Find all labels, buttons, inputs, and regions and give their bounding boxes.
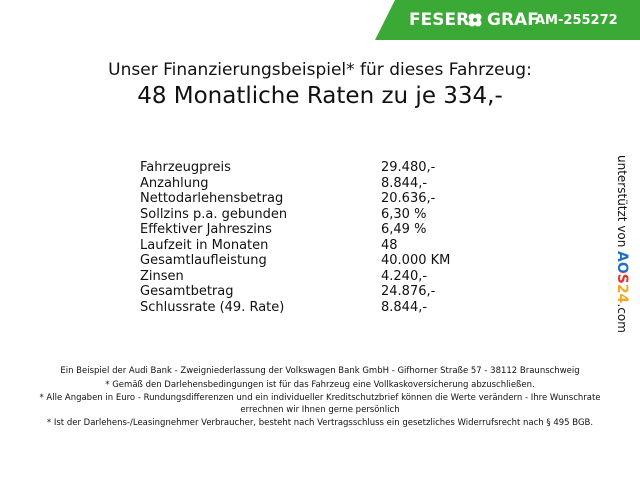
table-row: Laufzeit in Monaten 48 <box>140 238 480 254</box>
row-label: Anzahlung <box>140 175 209 191</box>
table-row: Fahrzeugpreis 29.480,- <box>140 160 480 176</box>
sponsor-suffix: .com <box>615 303 629 333</box>
heading-rate: 48 Monatliche Raten zu je 334,- <box>137 83 503 109</box>
row-label: Schlussrate (49. Rate) <box>140 299 285 315</box>
footer-note: * Gemäß den Darlehensbedingungen ist für… <box>105 379 535 390</box>
table-row: Anzahlung 8.844,- <box>140 176 480 192</box>
row-value: 20.636,- <box>381 191 436 206</box>
row-label: Fahrzeugpreis <box>140 160 231 175</box>
table-row: Zinsen 4.240,- <box>140 269 480 285</box>
row-value: 8.844,- <box>381 175 428 191</box>
row-label: Nettodarlehensbetrag <box>140 191 284 206</box>
row-value: 29.480,- <box>381 160 436 175</box>
row-label: Sollzins p.a. gebunden <box>140 206 288 222</box>
row-label: Gesamtbetrag <box>140 284 234 299</box>
row-label: Gesamtlaufleistung <box>140 253 267 268</box>
row-label: Laufzeit in Monaten <box>140 237 269 253</box>
table-row: Effektiver Jahreszins 6,49 % <box>140 222 480 238</box>
table-row: Gesamtlaufleistung 40.000 KM <box>140 253 480 269</box>
table-row: Schlussrate (49. Rate) 8.844,- <box>140 300 480 316</box>
brand-left: FESER <box>409 10 470 30</box>
row-label: Effektiver Jahreszins <box>140 222 272 237</box>
footer: Ein Beispiel der Audi Bank - Zweignieder… <box>30 366 610 432</box>
brand-banner: FESER GRAF AM-255272 <box>375 0 640 40</box>
row-value: 4.240,- <box>381 268 428 284</box>
footer-note: Ein Beispiel der Audi Bank - Zweignieder… <box>60 366 580 376</box>
row-value: 24.876,- <box>381 284 436 299</box>
clover-icon <box>468 13 482 27</box>
sponsor-prefix: unterstützt von <box>615 155 629 248</box>
table-row: Nettodarlehensbetrag 20.636,- <box>140 191 480 207</box>
vehicle-code: AM-255272 <box>535 13 618 28</box>
sponsor-brand: AOS24 <box>614 251 630 304</box>
table-row: Sollzins p.a. gebunden 6,30 % <box>140 207 480 223</box>
row-value: 40.000 KM <box>381 253 451 268</box>
row-value: 6,49 % <box>381 222 427 237</box>
table-row: Gesamtbetrag 24.876,- <box>140 284 480 300</box>
row-value: 6,30 % <box>381 206 427 222</box>
footer-note: * Ist der Darlehens-/Leasingnehmer Verbr… <box>46 418 594 428</box>
footer-note: * Alle Angaben in Euro - Rundungsdiffere… <box>39 393 601 415</box>
row-label: Zinsen <box>140 268 184 284</box>
sponsor: unterstützt von AOS24.com <box>614 155 630 333</box>
finance-table: Fahrzeugpreis 29.480,- Anzahlung 8.844,- Net… <box>140 160 480 315</box>
heading: Unser Finanzierungsbeispiel* für dieses … <box>108 60 532 80</box>
brand-right: GRAF <box>487 10 539 30</box>
row-value: 8.844,- <box>381 299 428 315</box>
row-value: 48 <box>381 237 398 253</box>
